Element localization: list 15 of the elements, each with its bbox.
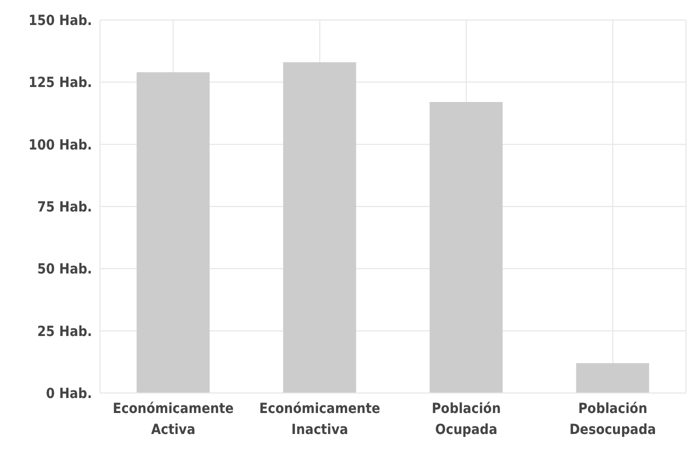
y-tick-label: 0 Hab. xyxy=(46,386,92,402)
x-tick-label: Económicamente Activa xyxy=(112,401,234,438)
y-tick-label: 75 Hab. xyxy=(37,199,92,216)
bar xyxy=(576,363,650,393)
y-tick-label: 150 Hab. xyxy=(28,12,92,29)
bar xyxy=(283,62,356,393)
y-tick-label: 125 Hab. xyxy=(28,75,92,92)
bar xyxy=(136,72,210,393)
y-tick-label: 100 Hab. xyxy=(28,137,92,154)
y-tick-label: 25 Hab. xyxy=(37,324,92,340)
x-tick-label: Población Desocupada xyxy=(569,401,656,438)
x-tick-label: Económicamente Inactiva xyxy=(259,401,380,438)
bar xyxy=(430,102,503,393)
x-tick-label: Población Ocupada xyxy=(432,401,501,438)
y-tick-label: 50 Hab. xyxy=(37,262,92,278)
